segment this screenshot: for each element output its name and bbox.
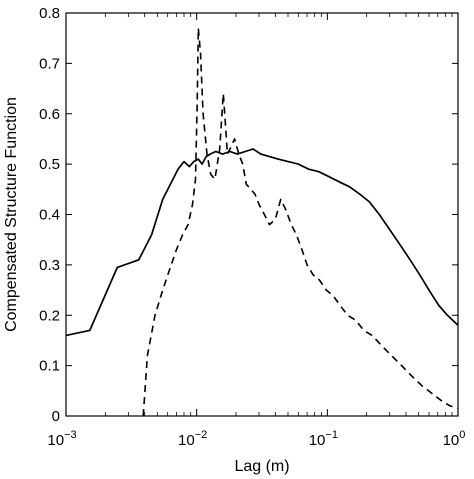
series-line-solid [65, 148, 459, 337]
y-tick-label: 0.1 [39, 358, 60, 375]
y-tick-label: 0.5 [39, 156, 60, 173]
x-tick-label: 100 [443, 429, 466, 449]
ticks-layer [65, 12, 459, 417]
tick-labels-layer: 0 0.1 0.2 0.3 0.4 0.5 0.6 0.7 0.8 10−3 10−2 10−1 100 [39, 5, 465, 449]
series-layer [65, 27, 459, 417]
y-tick-label: 0.7 [39, 55, 60, 72]
plot-area [65, 12, 459, 417]
y-tick-label: 0.3 [39, 257, 60, 274]
x-tick-label: 10−1 [309, 429, 338, 449]
x-tick-label: 10−3 [47, 429, 76, 449]
y-tick-label: 0.6 [39, 106, 60, 123]
x-tick-label: 10−2 [178, 429, 207, 449]
y-tick-label: 0.4 [39, 207, 60, 224]
x-axis-label: Lag (m) [234, 458, 289, 475]
y-tick-label: 0.8 [39, 5, 60, 22]
y-axis-label: Compensated Structure Function [3, 97, 20, 332]
series-line-dashed [142, 27, 459, 417]
y-tick-label: 0.2 [39, 307, 60, 324]
y-tick-label: 0 [52, 408, 60, 425]
